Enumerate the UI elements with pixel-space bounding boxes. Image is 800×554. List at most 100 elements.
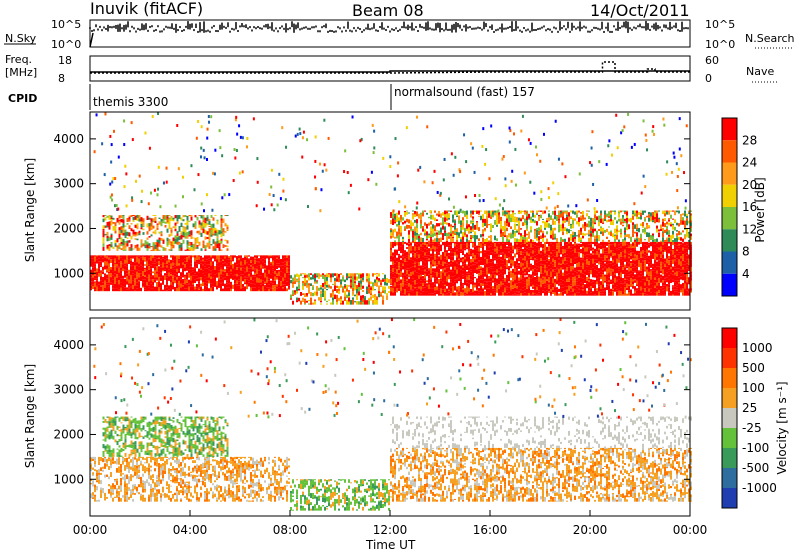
data-cell	[588, 264, 590, 267]
data-cell	[492, 290, 494, 296]
data-cell	[96, 271, 98, 276]
data-cell	[186, 248, 189, 251]
data-cell	[90, 274, 92, 276]
data-cell	[618, 245, 620, 248]
data-cell	[194, 237, 197, 242]
data-cell	[416, 268, 418, 273]
data-cell	[432, 241, 434, 243]
data-cell	[446, 252, 448, 257]
data-cell	[634, 267, 636, 272]
data-cell	[610, 260, 612, 264]
data-cell	[622, 251, 624, 257]
data-cell	[522, 248, 524, 252]
data-cell	[474, 259, 476, 263]
data-cell	[150, 234, 153, 237]
data-cell	[466, 264, 468, 266]
data-cell	[482, 267, 484, 272]
data-cell	[170, 255, 172, 257]
data-cell	[154, 271, 156, 273]
data-cell	[640, 257, 642, 263]
data-cell	[408, 293, 410, 296]
data-cell	[382, 273, 384, 275]
data-cell	[410, 222, 412, 227]
data-cell	[180, 279, 182, 284]
data-cell	[678, 247, 680, 253]
data-cell	[106, 261, 108, 266]
data-cell	[484, 268, 486, 272]
data-cell	[394, 258, 396, 260]
data-cell	[584, 255, 586, 261]
data-cell	[166, 268, 168, 274]
data-cell	[454, 269, 456, 274]
data-cell	[616, 272, 618, 274]
data-cell	[246, 262, 248, 264]
data-cell	[134, 255, 136, 258]
data-cell	[216, 285, 218, 288]
data-cell	[428, 293, 430, 296]
data-cell	[578, 288, 580, 290]
data-cell	[128, 287, 130, 289]
data-cell	[528, 258, 530, 264]
data-cell	[682, 266, 684, 270]
data-cell	[138, 283, 140, 288]
data-cell	[596, 251, 598, 255]
data-cell	[460, 279, 462, 282]
data-cell	[350, 299, 352, 305]
data-cell	[552, 278, 554, 284]
data-cell	[518, 251, 520, 254]
data-cell	[636, 242, 638, 247]
data-cell	[418, 286, 420, 289]
data-cell	[646, 241, 648, 246]
data-cell	[570, 279, 572, 285]
data-cell	[640, 246, 642, 252]
data-cell	[478, 251, 480, 254]
data-cell	[146, 244, 149, 249]
data-cell	[278, 269, 280, 272]
data-cell	[622, 267, 624, 270]
data-cell	[170, 284, 172, 288]
data-cell	[102, 285, 104, 291]
data-cell	[434, 250, 436, 252]
data-cell	[546, 270, 548, 276]
data-cell	[278, 256, 280, 260]
data-cell	[546, 246, 548, 251]
data-cell	[554, 269, 556, 272]
data-cell	[326, 274, 328, 277]
data-cell	[120, 218, 123, 223]
data-cell	[182, 285, 184, 287]
data-cell	[668, 241, 670, 244]
data-cell	[466, 276, 468, 280]
data-cell	[148, 290, 150, 292]
data-cell	[184, 267, 186, 272]
data-cell	[222, 255, 224, 260]
data-cell	[610, 256, 612, 258]
data-cell	[362, 290, 364, 293]
data-cell	[128, 283, 130, 286]
data-cell	[618, 249, 620, 255]
data-cell	[236, 273, 238, 276]
data-cell	[690, 271, 692, 274]
data-cell	[688, 261, 690, 265]
data-cell	[644, 282, 646, 286]
data-cell	[170, 267, 172, 270]
data-cell	[684, 264, 686, 270]
data-cell	[518, 289, 520, 292]
data-cell	[480, 285, 482, 291]
data-cell	[142, 274, 144, 276]
data-cell	[146, 288, 148, 292]
data-cell	[196, 263, 198, 269]
data-cell	[516, 271, 518, 276]
data-cell	[608, 255, 610, 260]
data-cell	[518, 277, 520, 281]
data-cell	[646, 245, 648, 250]
data-cell	[540, 281, 542, 286]
data-cell	[156, 239, 159, 243]
data-cell	[288, 285, 290, 288]
data-cell	[530, 256, 532, 259]
data-cell	[436, 241, 438, 243]
data-cell	[124, 263, 126, 266]
data-cell	[102, 237, 105, 242]
data-cell	[526, 284, 528, 289]
data-cell	[672, 275, 674, 280]
data-cell	[204, 285, 206, 290]
